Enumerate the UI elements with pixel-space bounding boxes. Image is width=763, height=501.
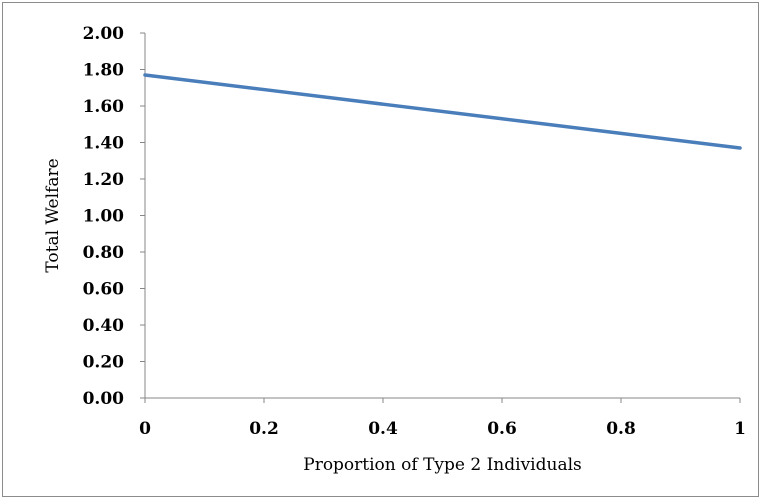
y-tick-label: 0.00 xyxy=(83,389,125,409)
x-tick-labels: 0 0.2 0.4 0.6 0.8 1 xyxy=(139,419,746,439)
y-tick-label: 2.00 xyxy=(83,24,125,44)
y-tick-labels: 0.00 0.20 0.40 0.60 0.80 1.00 1.20 1.40 1.60 1.80… xyxy=(83,24,125,409)
series-group xyxy=(143,73,742,150)
x-tick-label: 1 xyxy=(734,419,746,439)
y-tick-label: 1.60 xyxy=(83,97,125,117)
y-tick-label: 1.40 xyxy=(83,134,125,154)
x-tick-label: 0 xyxy=(139,419,151,439)
x-axis-title: Proportion of Type 2 Individuals xyxy=(303,455,582,475)
x-tick-label: 0.4 xyxy=(368,419,398,439)
x-tick-label: 0.8 xyxy=(606,419,636,439)
y-tick-label: 0.60 xyxy=(83,280,125,300)
x-tick-label: 0.2 xyxy=(249,419,279,439)
series-line xyxy=(143,73,742,150)
axes xyxy=(140,32,741,403)
y-tick-label: 1.00 xyxy=(83,207,125,227)
y-tick-label: 0.80 xyxy=(83,243,125,263)
y-tick-label: 0.20 xyxy=(83,353,125,373)
y-axis-title: Total Welfare xyxy=(43,158,63,272)
x-tick-label: 0.6 xyxy=(487,419,517,439)
y-tick-label: 1.80 xyxy=(83,61,125,81)
y-tick-label: 1.20 xyxy=(83,170,125,190)
y-tick-label: 0.40 xyxy=(83,316,125,336)
